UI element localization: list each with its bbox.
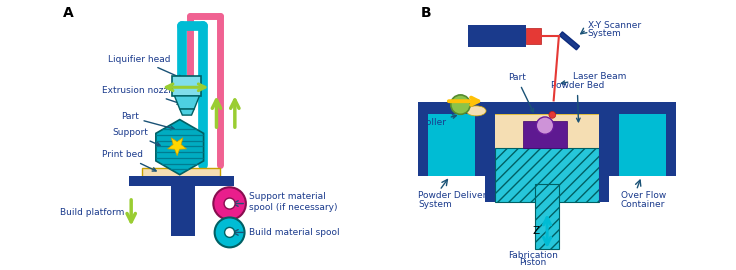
Bar — [129, 176, 233, 187]
Bar — [419, 114, 428, 176]
Ellipse shape — [467, 106, 486, 116]
Text: Laser: Laser — [481, 31, 513, 41]
Text: X-Y Scanner: X-Y Scanner — [588, 21, 641, 30]
Bar — [171, 187, 196, 236]
Bar — [486, 114, 495, 202]
Bar — [141, 168, 220, 177]
Text: Over Flow: Over Flow — [620, 191, 666, 200]
Polygon shape — [168, 138, 187, 156]
Text: Powder Delivery: Powder Delivery — [419, 191, 492, 200]
Bar — [535, 184, 559, 249]
Bar — [428, 114, 475, 176]
Bar — [599, 114, 609, 202]
Text: Roller: Roller — [420, 115, 456, 127]
Bar — [468, 25, 526, 48]
Text: Laser Beam: Laser Beam — [562, 72, 627, 85]
Bar — [609, 114, 619, 176]
Circle shape — [224, 227, 235, 237]
Text: Part: Part — [508, 73, 534, 112]
Circle shape — [213, 187, 246, 220]
Bar — [523, 121, 567, 149]
Text: Build platform: Build platform — [60, 208, 124, 217]
Bar — [495, 148, 599, 202]
Text: spool (if necessary): spool (if necessary) — [250, 203, 338, 212]
Circle shape — [224, 198, 235, 209]
Bar — [419, 102, 676, 114]
Text: B: B — [421, 6, 432, 20]
Text: Support material: Support material — [250, 193, 326, 201]
Text: Z: Z — [533, 226, 539, 236]
Text: System: System — [419, 200, 452, 209]
Text: A: A — [63, 6, 74, 20]
Circle shape — [537, 117, 553, 134]
Text: Support: Support — [113, 128, 160, 146]
Bar — [486, 114, 609, 148]
Polygon shape — [559, 32, 579, 50]
Text: Piston: Piston — [519, 258, 546, 266]
Text: Liquifier head: Liquifier head — [107, 55, 183, 79]
Circle shape — [549, 112, 556, 118]
Text: Fabrication: Fabrication — [508, 251, 558, 260]
Text: Powder Bed: Powder Bed — [551, 81, 604, 122]
Bar — [526, 28, 540, 44]
Polygon shape — [156, 120, 204, 175]
Bar — [475, 114, 486, 176]
Text: Build material spool: Build material spool — [250, 228, 340, 237]
Polygon shape — [174, 96, 199, 109]
Text: Extrusion nozzles: Extrusion nozzles — [102, 86, 182, 104]
Polygon shape — [180, 109, 194, 115]
Text: Container: Container — [620, 200, 665, 209]
Bar — [665, 114, 676, 176]
Text: System: System — [588, 29, 621, 38]
Circle shape — [215, 217, 244, 247]
Bar — [172, 76, 201, 96]
Circle shape — [450, 95, 470, 114]
Bar — [619, 114, 665, 176]
Text: Part: Part — [121, 112, 174, 130]
Text: Print bed: Print bed — [102, 150, 156, 171]
